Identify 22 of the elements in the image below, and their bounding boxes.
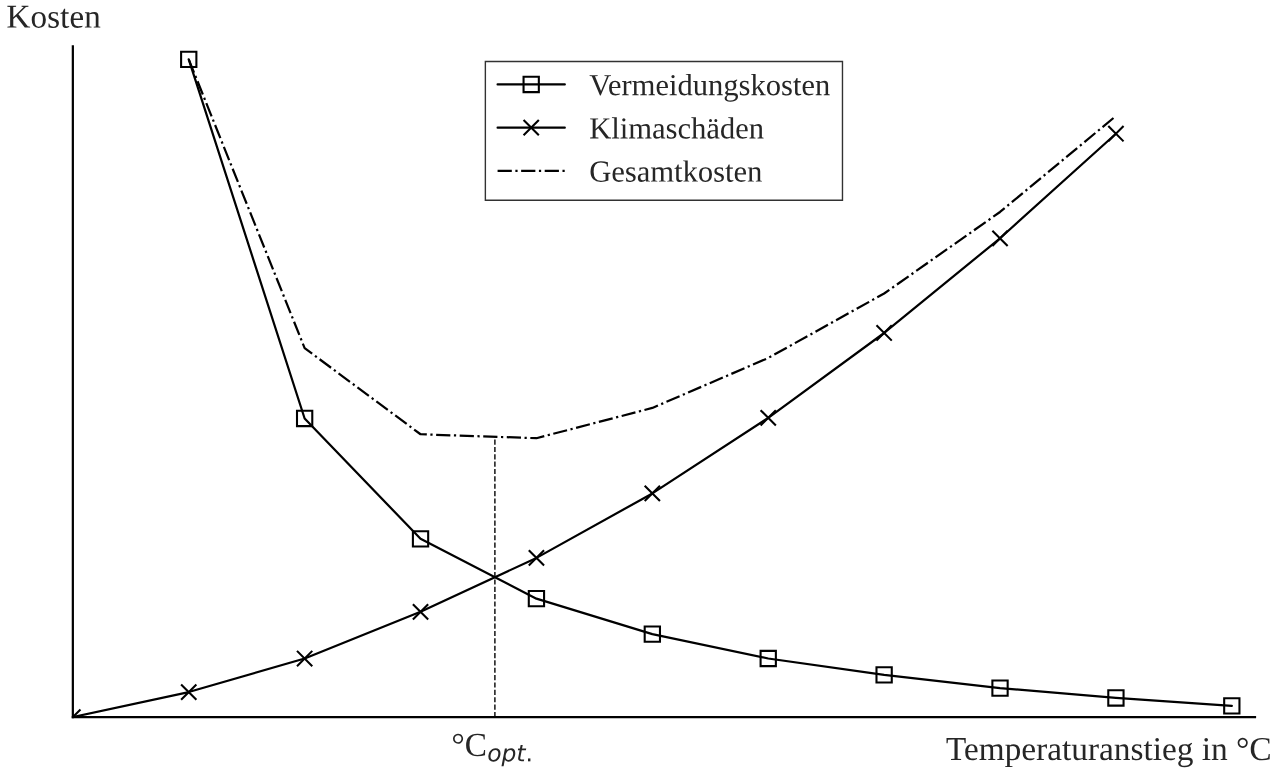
point [759,649,777,668]
point [411,603,430,621]
point [180,683,198,701]
x-axis-title: Temperaturanstieg in °C [946,737,1270,768]
point [180,50,198,69]
point [759,409,777,427]
point [643,625,662,643]
point [295,409,314,428]
point [1107,689,1125,707]
legend-label: Klimaschäden [590,117,764,139]
legend-label: Vermeidungskosten [589,73,830,102]
point [411,530,430,548]
point [1223,697,1241,715]
point [295,649,314,668]
text: °C$_{opt.}$ [452,733,531,767]
point [527,589,546,608]
point [643,484,662,503]
y-axis-title: Kosten [7,5,101,28]
point [875,666,893,684]
point [991,679,1009,697]
point [527,549,546,567]
legend-label: Gesamtkosten [590,160,762,182]
